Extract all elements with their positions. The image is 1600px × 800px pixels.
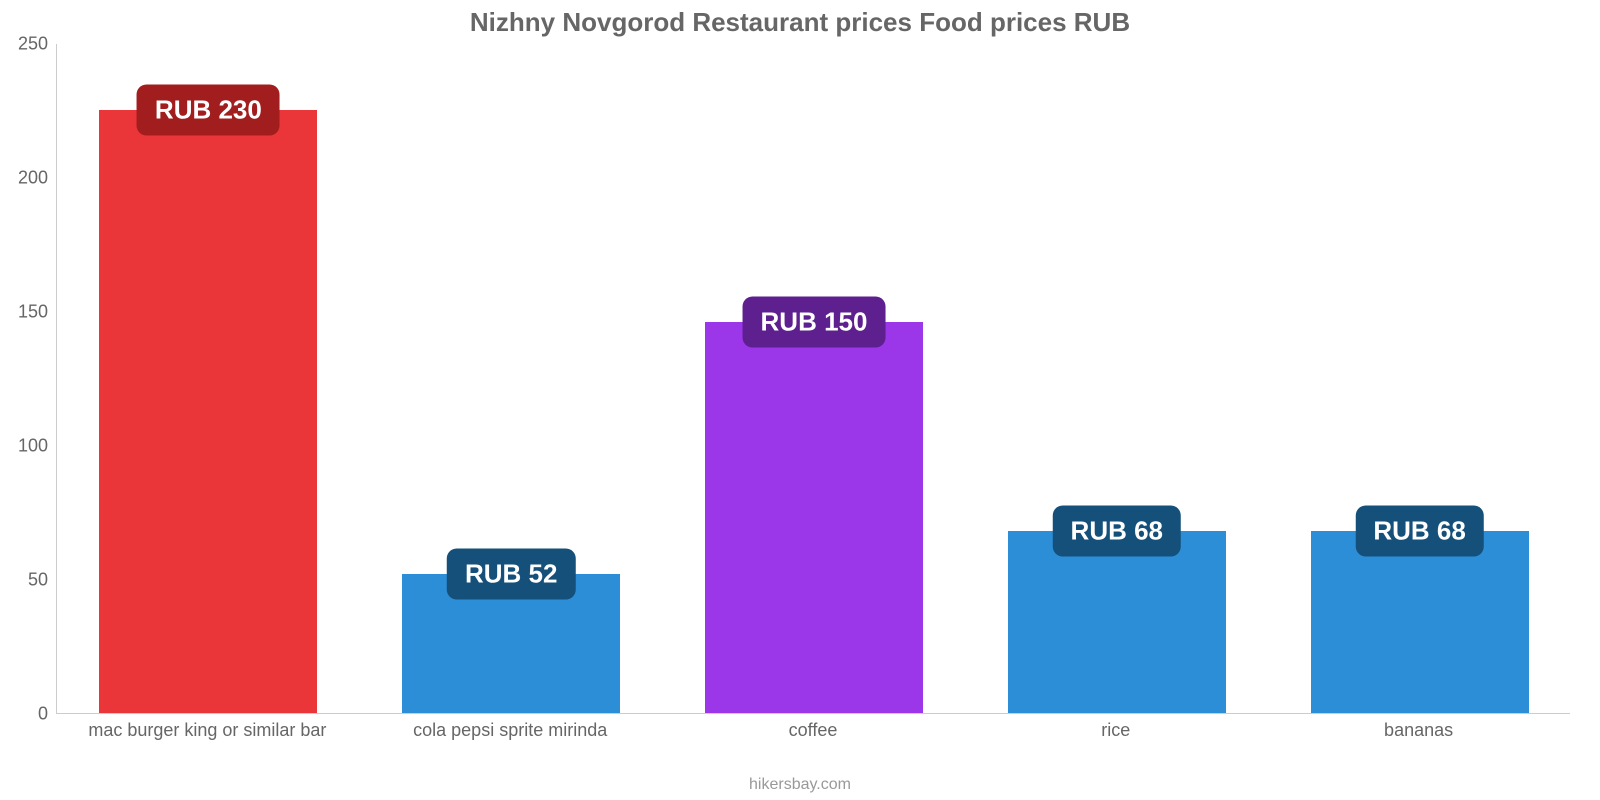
plot-row: 050100150200250 RUB 230RUB 52RUB 150RUB … — [0, 44, 1570, 714]
y-tick: 0 — [38, 704, 48, 725]
y-tick: 50 — [28, 570, 48, 591]
chart-title: Nizhny Novgorod Restaurant prices Food p… — [0, 0, 1600, 44]
y-tick: 150 — [18, 302, 48, 323]
bar: RUB 52 — [402, 574, 620, 713]
value-badge: RUB 150 — [743, 296, 886, 347]
x-tick: mac burger king or similar bar — [88, 720, 326, 741]
y-tick: 250 — [18, 34, 48, 55]
value-badge: RUB 68 — [1355, 505, 1483, 556]
bar: RUB 68 — [1311, 531, 1529, 713]
chart-container: Nizhny Novgorod Restaurant prices Food p… — [0, 0, 1600, 800]
y-axis: 050100150200250 — [0, 44, 56, 714]
credit-text: hikersbay.com — [0, 770, 1600, 800]
y-tick: 100 — [18, 436, 48, 457]
x-tick: cola pepsi sprite mirinda — [413, 720, 607, 741]
x-axis: mac burger king or similar bar cola pepsi… — [56, 714, 1600, 770]
value-badge: RUB 52 — [447, 548, 575, 599]
bar: RUB 230 — [99, 110, 317, 713]
value-badge: RUB 68 — [1053, 505, 1181, 556]
bar: RUB 150 — [705, 322, 923, 713]
x-tick: bananas — [1384, 720, 1453, 741]
bar: RUB 68 — [1008, 531, 1226, 713]
value-badge: RUB 230 — [137, 85, 280, 136]
x-tick: rice — [1101, 720, 1130, 741]
plot-area: RUB 230RUB 52RUB 150RUB 68RUB 68 — [56, 44, 1570, 714]
y-tick: 200 — [18, 168, 48, 189]
x-tick: coffee — [789, 720, 838, 741]
